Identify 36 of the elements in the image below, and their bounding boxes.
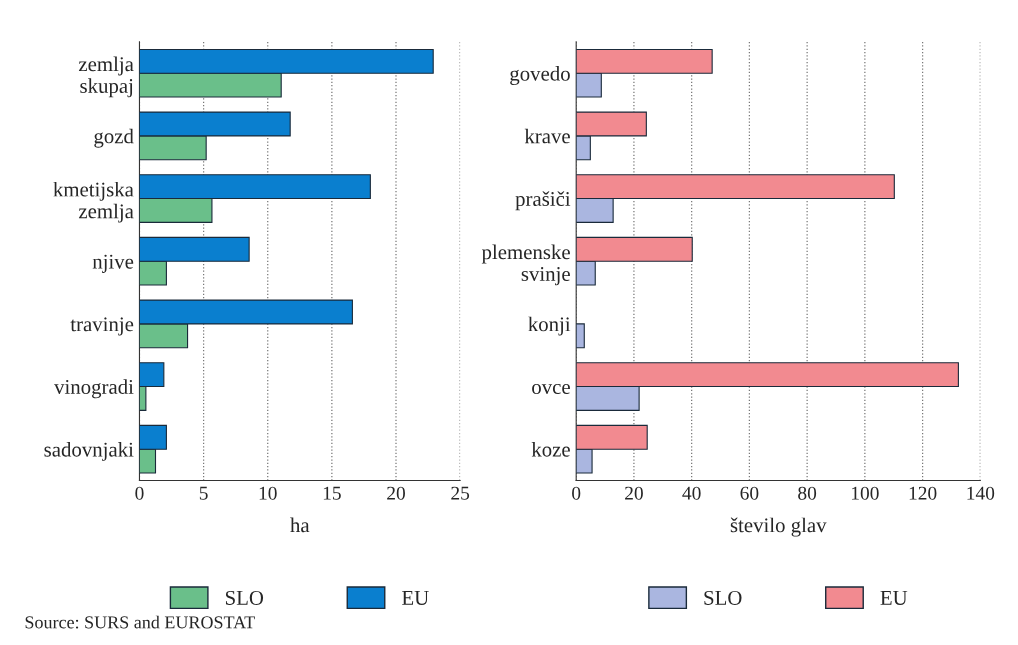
- x-tick-label: 80: [798, 486, 817, 500]
- x-tick-label: 15: [323, 486, 341, 500]
- x-tick-label: 0: [572, 486, 581, 500]
- x-axis-title: ha: [290, 517, 310, 533]
- legend-label: EU: [880, 591, 908, 605]
- y-tick-label: govedo: [510, 66, 570, 85]
- y-tick-label: travinje: [70, 317, 134, 336]
- x-tick-label: 10: [259, 486, 277, 500]
- y-tick-label: plemenske svinje: [481, 244, 570, 286]
- legend-label: EU: [402, 591, 429, 605]
- x-tick-label: 20: [387, 486, 405, 500]
- x-tick-label: 120: [909, 486, 937, 500]
- y-tick-label: sadovnjaki: [44, 441, 134, 461]
- y-tick-label: njive: [92, 254, 134, 273]
- y-tick-label: zemlja skupaj: [78, 56, 134, 98]
- source-note: Source: SURS and EUROSTAT: [25, 615, 255, 629]
- y-tick-label: koze: [531, 441, 570, 457]
- y-tick-label: vinogradi: [54, 379, 134, 399]
- x-tick-label: 40: [682, 486, 701, 500]
- y-tick-label: krave: [524, 128, 570, 144]
- y-tick-label: ovce: [532, 383, 570, 394]
- x-tick-label: 25: [451, 486, 470, 500]
- y-tick-label: konji: [528, 316, 571, 336]
- bar: [576, 323, 585, 349]
- x-tick-label: 0: [135, 486, 144, 500]
- x-tick-label: 100: [851, 486, 879, 500]
- x-tick-label: 20: [625, 486, 643, 500]
- x-axis-title: število glav: [730, 517, 827, 537]
- y-tick-label: gozd: [94, 128, 134, 148]
- y-tick-label: prašiči: [515, 191, 571, 211]
- x-tick-label: 140: [967, 486, 995, 500]
- x-tick-label: 5: [199, 486, 208, 500]
- x-tick-label: 60: [740, 486, 759, 500]
- y-tick-label: kmetijska zemlja: [53, 181, 134, 223]
- legend-label: SLO: [704, 590, 742, 605]
- legend-label: SLO: [225, 590, 264, 605]
